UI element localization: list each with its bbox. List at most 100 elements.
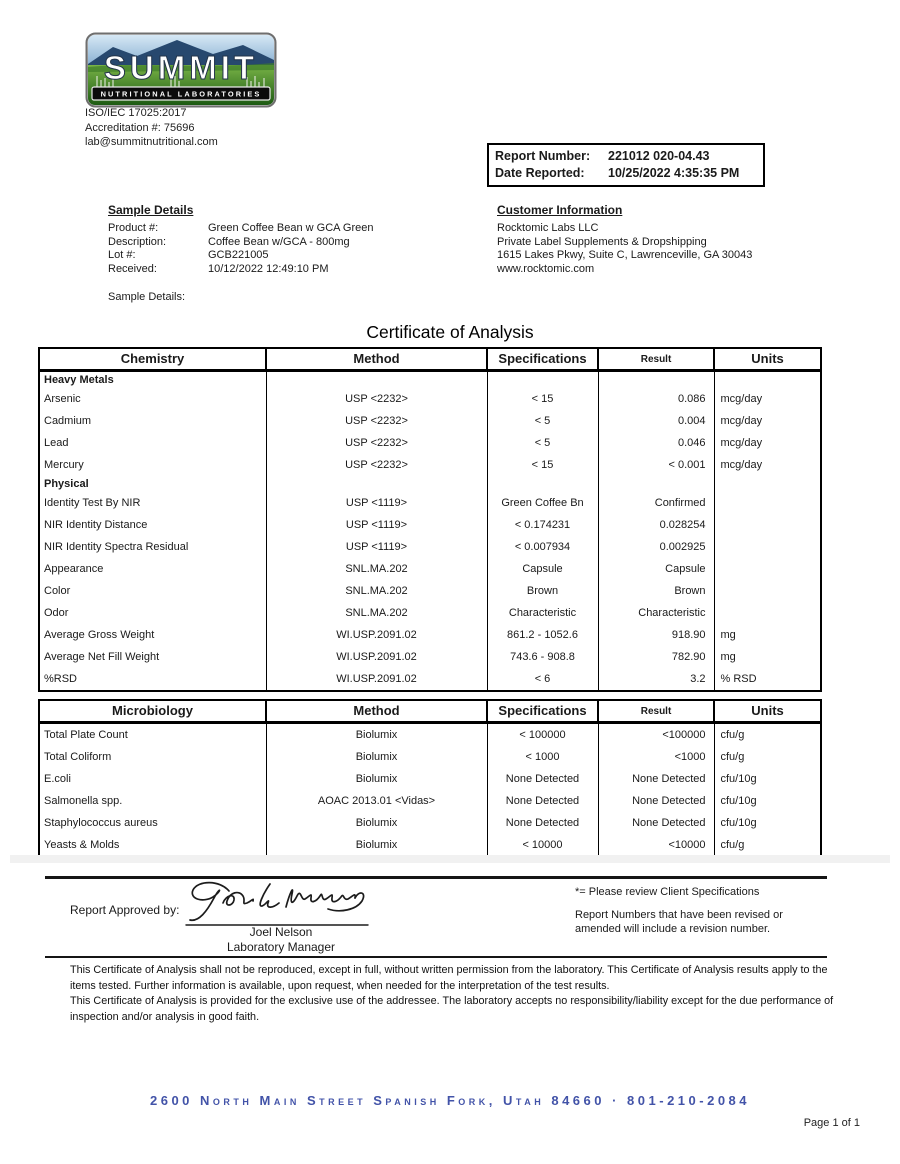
result-cell: 918.90 <box>597 624 715 646</box>
svg-text:SUMMIT: SUMMIT <box>104 49 258 86</box>
spec-cell: None Detected <box>486 812 599 834</box>
table-row: Yeasts & Molds Biolumix < 10000 <10000 cfu/g <box>38 834 822 857</box>
horizontal-rule <box>45 956 827 958</box>
sample-field-row: Description: Coffee Bean w/GCA - 800mg <box>108 236 374 250</box>
result-cell: <100000 <box>597 722 715 746</box>
result-cell: 0.002925 <box>597 536 715 558</box>
section-label-cell: Heavy Metals <box>38 370 267 388</box>
spec-cell: < 1000 <box>486 746 599 768</box>
table-row: Cadmium USP <2232> < 5 0.004 mcg/day <box>38 410 822 432</box>
date-reported-value: 10/25/2022 4:35:35 PM <box>608 165 740 180</box>
result-cell: Brown <box>597 580 715 602</box>
table-row: Mercury USP <2232> < 15 < 0.001 mcg/day <box>38 454 822 476</box>
units-cell: cfu/g <box>713 746 822 768</box>
sample-field-label: Description: <box>108 235 167 248</box>
result-cell: 0.046 <box>597 432 715 454</box>
analyte-cell: Total Plate Count <box>38 722 267 746</box>
result-cell: 0.004 <box>597 410 715 432</box>
method-cell: WI.USP.2091.02 <box>265 646 488 668</box>
document-title: Certificate of Analysis <box>366 322 534 342</box>
spec-cell: < 10000 <box>486 834 599 857</box>
units-cell <box>713 514 822 536</box>
units-cell <box>713 558 822 580</box>
empty-cell <box>597 370 715 388</box>
disclaimer-paragraph: This Certificate of Analysis shall not b… <box>70 964 828 992</box>
table-row: Color SNL.MA.202 Brown Brown <box>38 580 822 602</box>
method-header: Method <box>265 699 488 724</box>
report-approved-by-label: Report Approved by: <box>70 903 180 917</box>
table-row: E.coli Biolumix None Detected None Detected… <box>38 768 822 790</box>
table-row: NIR Identity Spectra Residual USP <1119> <… <box>38 536 822 558</box>
analyte-cell: Cadmium <box>38 410 267 432</box>
analyte-cell: Color <box>38 580 267 602</box>
table-row: Average Net Fill Weight WI.USP.2091.02 743… <box>38 646 822 668</box>
method-cell: WI.USP.2091.02 <box>265 668 488 691</box>
analyte-cell: Average Gross Weight <box>38 624 267 646</box>
units-cell: mg <box>713 646 822 668</box>
signature-image <box>185 881 369 926</box>
sample-details-heading: Sample Details <box>108 203 194 217</box>
method-cell: SNL.MA.202 <box>265 580 488 602</box>
customer-information-lines: Rocktomic Labs LLC Private Label Suppleme… <box>497 222 752 276</box>
sample-field-row: Lot #: GCB221005 <box>108 249 374 263</box>
analyte-cell: Average Net Fill Weight <box>38 646 267 668</box>
sample-field-label: Product #: <box>108 222 159 234</box>
microbiology-table-header-row: Microbiology Method Specifications Resul… <box>38 699 822 724</box>
units-cell <box>713 492 822 514</box>
analyte-cell: Total Coliform <box>38 746 267 768</box>
microbiology-table: Microbiology Method Specifications Resul… <box>38 699 822 858</box>
empty-cell <box>713 370 822 388</box>
spec-cell: < 100000 <box>486 722 599 746</box>
svg-text:NUTRITIONAL LABORATORIES: NUTRITIONAL LABORATORIES <box>101 90 262 99</box>
customer-info-line: www.rocktomic.com <box>497 262 595 275</box>
sample-field-row: Received: 10/12/2022 12:49:10 PM <box>108 263 374 277</box>
lab-accreditation-info: ISO/IEC 17025:2017 Accreditation #: 7569… <box>85 106 218 150</box>
method-cell: USP <2232> <box>265 454 488 476</box>
section-divider-band <box>10 855 890 863</box>
report-number-value: 221012 020-04.43 <box>608 149 710 163</box>
spec-cell: Characteristic <box>486 602 599 624</box>
method-cell: Biolumix <box>265 812 488 834</box>
lab-address-footer: 2600 North Main Street Spanish Fork, Uta… <box>149 1093 751 1108</box>
sample-field-value: Coffee Bean w/GCA - 800mg <box>208 235 350 248</box>
method-cell: USP <1119> <box>265 514 488 536</box>
disclaimer-paragraph: This Certificate of Analysis is provided… <box>70 995 834 1023</box>
result-cell: <10000 <box>597 834 715 857</box>
units-cell <box>713 580 822 602</box>
spec-cell: < 6 <box>486 668 599 691</box>
table-row: Total Coliform Biolumix < 1000 <1000 cfu/g <box>38 746 822 768</box>
summit-logo: SUMMIT NUTRITIONAL LABORATORIES <box>85 32 277 113</box>
customer-information-section: Customer Information Rocktomic Labs LLC P… <box>497 203 752 276</box>
date-reported-label: Date Reported: <box>495 165 585 180</box>
report-number-row: Report Number: 221012 020-04.43 <box>495 148 757 165</box>
spec-cell: < 15 <box>486 388 599 410</box>
customer-info-line: Rocktomic Labs LLC <box>497 222 599 234</box>
result-cell: Characteristic <box>597 602 715 624</box>
analyte-cell: Identity Test By NIR <box>38 492 267 514</box>
customer-info-line: Private Label Supplements & Dropshipping <box>497 235 707 248</box>
analyte-cell: Lead <box>38 432 267 454</box>
method-cell: SNL.MA.202 <box>265 602 488 624</box>
analyte-cell: Yeasts & Molds <box>38 834 267 857</box>
units-cell <box>713 536 822 558</box>
analyte-cell: Staphylococcus aureus <box>38 812 267 834</box>
method-cell: Biolumix <box>265 722 488 746</box>
units-cell: mcg/day <box>713 410 822 432</box>
accreditation-number: Accreditation #: 75696 <box>85 121 195 134</box>
table-row: Staphylococcus aureus Biolumix None Detect… <box>38 812 822 834</box>
units-cell: cfu/10g <box>713 790 822 812</box>
result-cell: None Detected <box>597 812 715 834</box>
client-spec-note: *= Please review Client Specifications <box>575 886 760 898</box>
method-cell: USP <1119> <box>265 536 488 558</box>
customer-information-heading: Customer Information <box>497 203 623 217</box>
table-row: Arsenic USP <2232> < 15 0.086 mcg/day <box>38 388 822 410</box>
section-label-cell: Physical <box>38 476 267 492</box>
analyte-cell: E.coli <box>38 768 267 790</box>
analyte-cell: Appearance <box>38 558 267 580</box>
empty-cell <box>265 370 488 388</box>
result-cell: None Detected <box>597 768 715 790</box>
units-cell <box>713 602 822 624</box>
result-cell: Confirmed <box>597 492 715 514</box>
table-row: Appearance SNL.MA.202 Capsule Capsule <box>38 558 822 580</box>
method-header: Method <box>265 347 488 372</box>
